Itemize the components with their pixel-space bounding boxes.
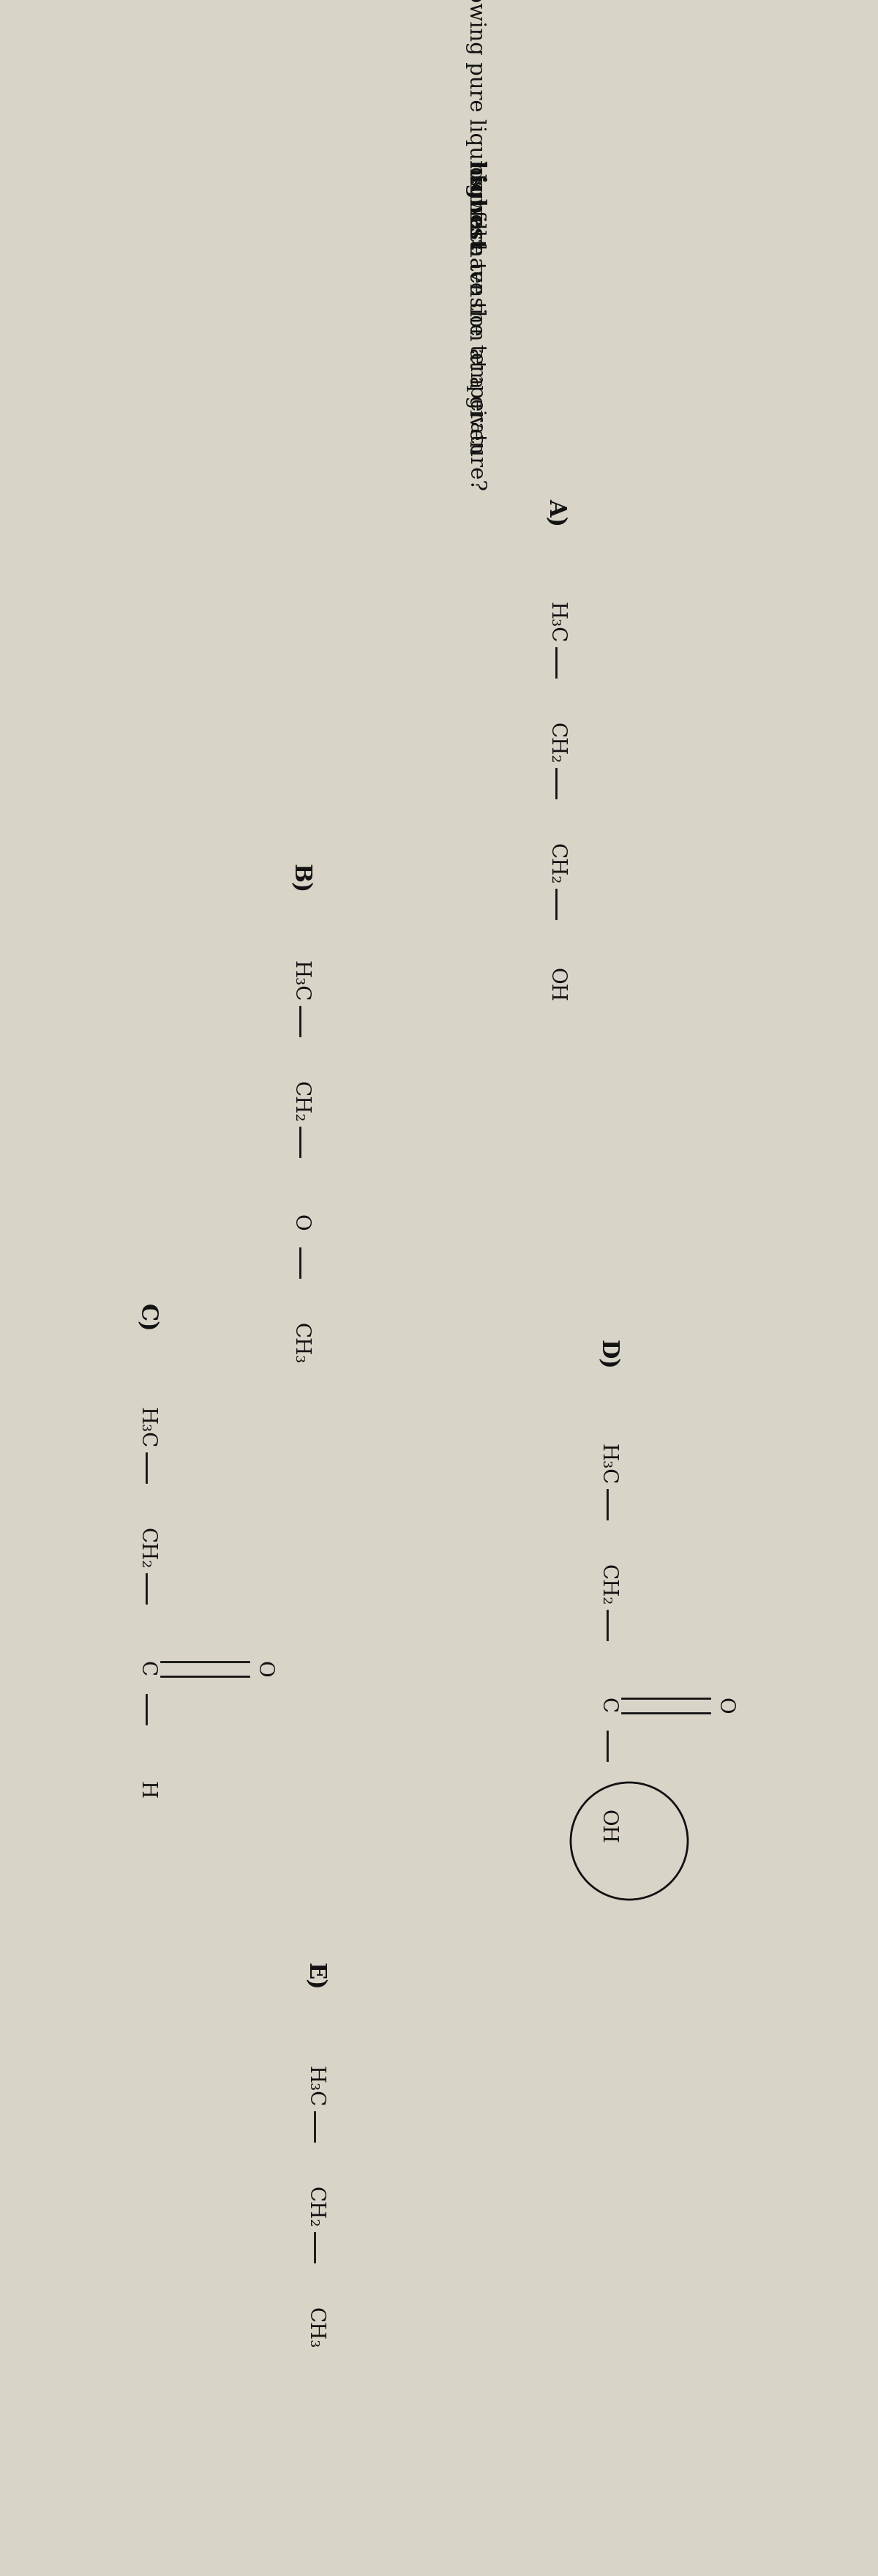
Text: CH₃: CH₃ [305,2308,325,2349]
Text: O: O [254,1662,273,1677]
Text: Which of the following pure liquids will have the: Which of the following pure liquids will… [465,0,486,335]
Text: H₃C: H₃C [290,961,310,1002]
Text: CH₂: CH₂ [305,2187,325,2228]
Text: C): C) [135,1303,158,1332]
Text: C: C [597,1698,617,1713]
Text: B): B) [289,863,312,894]
Text: CH₃: CH₃ [290,1321,310,1363]
Text: H₃C: H₃C [136,1406,156,1448]
Text: D): D) [596,1340,619,1370]
Text: CH₂: CH₂ [546,842,566,884]
Text: H: H [136,1780,156,1798]
Text: C: C [136,1662,156,1677]
Text: E): E) [303,1963,326,1991]
Text: H₃C: H₃C [546,603,566,644]
Text: CH₂: CH₂ [136,1528,156,1569]
Text: CH₂: CH₂ [546,721,566,762]
Text: O: O [715,1698,734,1713]
Text: OH: OH [546,969,566,1002]
Text: CH₂: CH₂ [290,1082,310,1123]
Text: surface tension at a given: surface tension at a given [465,175,486,453]
Text: temperature?: temperature? [465,343,486,492]
Text: H₃C: H₃C [597,1443,617,1484]
Text: OH: OH [597,1808,617,1844]
Text: A): A) [544,500,567,526]
Text: highest: highest [465,160,486,250]
Text: H₃C: H₃C [305,2066,325,2107]
Text: O: O [290,1213,310,1231]
Text: CH₂: CH₂ [597,1564,617,1605]
